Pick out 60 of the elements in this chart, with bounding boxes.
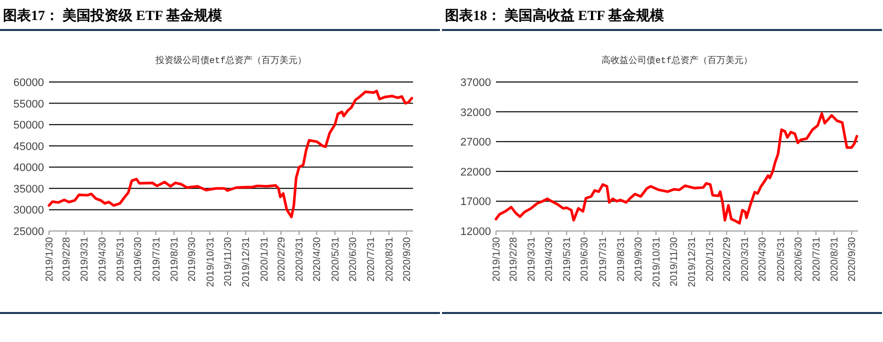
x-tick-label: 2019/1/30 bbox=[492, 236, 502, 282]
chart-subtitle: 投资级公司债etf总资产（百万美元） bbox=[154, 55, 307, 66]
x-tick-label: 2020/7/31 bbox=[811, 236, 822, 282]
x-tick-label: 2019/11/30 bbox=[668, 236, 680, 286]
x-tick-label: 2019/6/30 bbox=[133, 236, 144, 282]
x-tick-label: 2019/5/31 bbox=[562, 236, 574, 282]
x-tick-label: 2019/8/31 bbox=[616, 236, 627, 282]
y-tick-label: 37000 bbox=[460, 77, 491, 89]
x-tick-label: 2020/6/30 bbox=[793, 236, 804, 282]
x-tick-label: 2019/10/31 bbox=[651, 236, 662, 288]
y-tick-label: 17000 bbox=[460, 196, 491, 208]
y-tick-label: 45000 bbox=[13, 140, 44, 153]
x-tick-label: 2020/5/31 bbox=[330, 236, 342, 282]
x-tick-label: 2020/1/31 bbox=[259, 236, 270, 282]
y-tick-label: 27000 bbox=[460, 136, 491, 149]
x-tick-label: 2020/3/31 bbox=[740, 236, 752, 282]
chart-subtitle: 高收益公司债etf总资产（百万美元） bbox=[601, 55, 753, 66]
y-tick-label: 30000 bbox=[13, 204, 44, 217]
x-tick-label: 2020/8/31 bbox=[384, 236, 396, 282]
y-tick-label: 22000 bbox=[460, 166, 491, 178]
x-tick-label: 2019/11/30 bbox=[222, 236, 234, 286]
x-tick-label: 2020/4/30 bbox=[312, 236, 324, 282]
x-tick-label: 2020/3/31 bbox=[294, 236, 306, 282]
x-tick-label: 2019/2/28 bbox=[508, 236, 520, 282]
x-tick-label: 2019/5/31 bbox=[116, 236, 127, 282]
x-tick-label: 2019/12/31 bbox=[241, 236, 252, 288]
x-tick-label: 2019/6/30 bbox=[580, 236, 591, 282]
x-tick-label: 2019/9/30 bbox=[187, 236, 198, 282]
x-tick-label: 2019/3/31 bbox=[80, 236, 91, 282]
y-tick-label: 35000 bbox=[13, 183, 44, 196]
x-tick-label: 2020/6/30 bbox=[348, 236, 360, 282]
x-tick-label: 2020/8/31 bbox=[830, 236, 841, 282]
x-tick-label: 2019/8/31 bbox=[170, 236, 181, 282]
x-tick-label: 2019/4/30 bbox=[97, 236, 108, 282]
y-tick-label: 40000 bbox=[13, 162, 44, 174]
x-tick-label: 2019/12/31 bbox=[687, 236, 698, 288]
x-tick-label: 2019/1/30 bbox=[44, 236, 56, 282]
x-tick-label: 2020/4/30 bbox=[758, 236, 769, 282]
x-tick-label: 2019/3/31 bbox=[526, 236, 538, 282]
x-tick-label: 2019/7/31 bbox=[151, 236, 162, 282]
x-tick-label: 2020/5/31 bbox=[776, 236, 787, 282]
chart-title: 图表18： 美国高收益 ETF 基金规模 bbox=[445, 7, 666, 24]
x-tick-label: 2020/1/31 bbox=[705, 236, 716, 282]
y-tick-label: 32000 bbox=[460, 106, 491, 119]
y-tick-label: 60000 bbox=[13, 77, 44, 89]
x-tick-label: 2019/4/30 bbox=[544, 236, 556, 282]
y-tick-label: 25000 bbox=[13, 226, 44, 238]
y-tick-label: 55000 bbox=[13, 98, 44, 110]
x-tick-label: 2020/9/30 bbox=[847, 236, 858, 282]
x-tick-label: 2019/10/31 bbox=[205, 236, 216, 288]
x-tick-label: 2020/2/29 bbox=[722, 236, 734, 282]
y-tick-label: 50000 bbox=[13, 120, 44, 132]
x-tick-label: 2020/7/31 bbox=[366, 236, 378, 282]
x-tick-label: 2019/7/31 bbox=[598, 236, 609, 282]
y-tick-label: 12000 bbox=[460, 226, 491, 238]
x-tick-label: 2020/2/29 bbox=[276, 236, 288, 282]
x-tick-label: 2020/9/30 bbox=[402, 236, 414, 282]
x-tick-label: 2019/9/30 bbox=[633, 236, 644, 282]
x-tick-label: 2019/2/28 bbox=[62, 236, 73, 282]
chart-title: 图表17： 美国投资级 ETF 基金规模 bbox=[3, 7, 224, 24]
